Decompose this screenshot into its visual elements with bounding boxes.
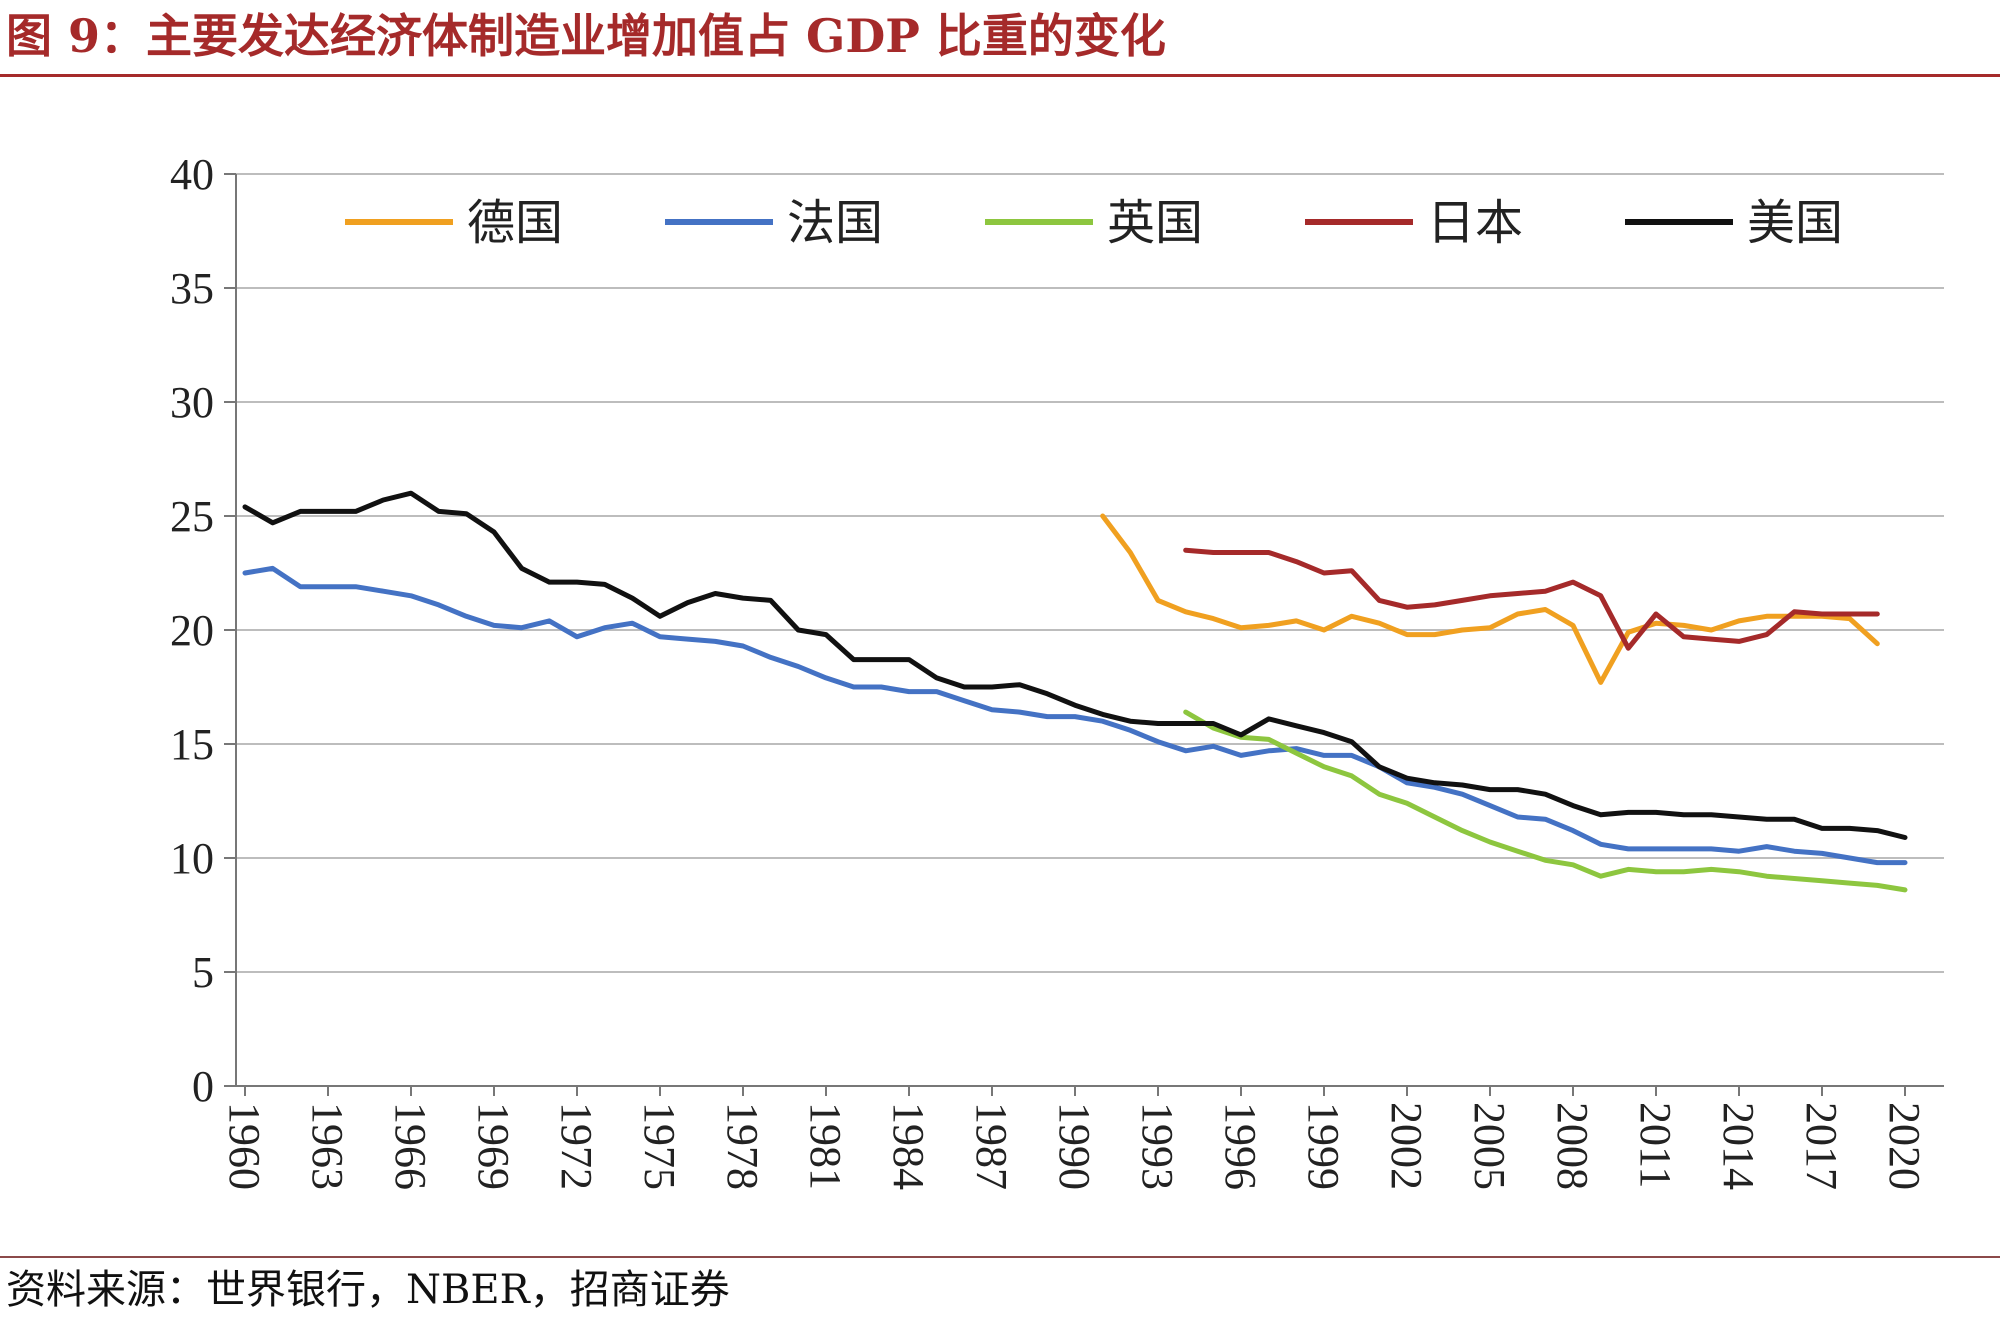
x-tick-label: 1972 (552, 1102, 601, 1190)
legend: 德国 法国 英国 日本 美国 (345, 195, 1843, 251)
series-line-4 (1183, 547, 1880, 651)
y-tick-label: 15 (170, 720, 214, 769)
figure-title: 图 9：主要发达经济体制造业增加值占 GDP 比重的变化 (6, 9, 1166, 63)
title-divider (0, 74, 2000, 77)
x-tick-label: 2017 (1797, 1102, 1846, 1190)
x-tick-label: 1990 (1050, 1102, 1099, 1190)
y-tick-label: 10 (170, 834, 214, 883)
y-tick-label: 20 (170, 606, 214, 655)
x-tick-label: 1978 (718, 1102, 767, 1190)
x-tick-label: 2020 (1880, 1102, 1929, 1190)
source-note: 资料来源：世界银行，NBER，招商证券 (6, 1267, 730, 1313)
x-tick-label: 1969 (469, 1102, 518, 1190)
legend-label: 德国 (467, 195, 563, 251)
x-tick-label: 1999 (1299, 1102, 1348, 1190)
x-tick-label: 2011 (1631, 1102, 1680, 1188)
source-divider (0, 1256, 2000, 1258)
x-tick-label: 1993 (1133, 1102, 1182, 1190)
y-axis-ticks: 0 5 10 15 20 25 30 35 40 (170, 150, 236, 1111)
x-tick-label: 2014 (1714, 1102, 1763, 1190)
series-line-3 (1183, 709, 1908, 893)
line-chart: 0 5 10 15 20 25 30 35 40 1960 1963 1966 1969 1972 197… (170, 150, 1944, 1190)
x-tick-label: 1984 (884, 1102, 933, 1190)
legend-label: 美国 (1747, 195, 1843, 251)
x-tick-label: 2005 (1465, 1102, 1514, 1190)
x-tick-label: 2002 (1382, 1102, 1431, 1190)
series-lines (242, 490, 1908, 893)
y-tick-label: 25 (170, 492, 214, 541)
grid-lines (236, 173, 1944, 973)
series-line-5 (242, 490, 1908, 840)
x-tick-label: 1981 (801, 1102, 850, 1190)
x-tick-label: 1987 (967, 1102, 1016, 1190)
y-tick-label: 35 (170, 264, 214, 313)
x-axis-ticks: 1960 1963 1966 1969 1972 1975 1978 1981 1984 1987… (220, 1086, 1929, 1190)
y-tick-label: 40 (170, 150, 214, 199)
legend-label: 英国 (1107, 195, 1203, 251)
series-line-1 (1100, 513, 1880, 685)
y-tick-label: 0 (192, 1062, 214, 1111)
x-tick-label: 1996 (1216, 1102, 1265, 1190)
x-tick-label: 1960 (220, 1102, 269, 1190)
x-tick-label: 1963 (303, 1102, 352, 1190)
legend-label: 法国 (787, 195, 883, 251)
series-line-2 (242, 565, 1908, 866)
x-tick-label: 2008 (1548, 1102, 1597, 1190)
y-tick-label: 5 (192, 948, 214, 997)
y-tick-label: 30 (170, 378, 214, 427)
legend-label: 日本 (1427, 195, 1523, 251)
x-tick-label: 1975 (635, 1102, 684, 1190)
x-tick-label: 1966 (386, 1102, 435, 1190)
